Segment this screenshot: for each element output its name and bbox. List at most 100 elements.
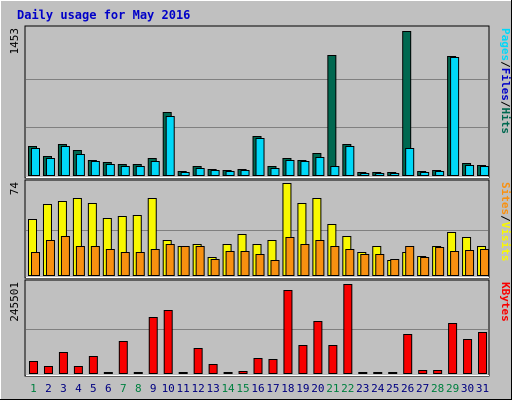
kbytes-bar — [238, 371, 248, 374]
sites-bar — [390, 259, 400, 276]
kbytes-bar — [178, 372, 188, 374]
sites-bar — [195, 246, 205, 276]
day-label-3: 3 — [60, 382, 67, 395]
kbytes-bar — [268, 359, 278, 374]
files-bar — [255, 138, 265, 176]
sites-bar — [255, 254, 265, 276]
kbytes-bar — [193, 348, 203, 374]
day-label-10: 10 — [162, 382, 175, 395]
legend-sites: Sites — [499, 182, 512, 215]
sites-bar — [405, 246, 415, 276]
files-bar — [240, 170, 250, 176]
day-label-2: 2 — [45, 382, 52, 395]
day-label-19: 19 — [296, 382, 309, 395]
day-label-31: 31 — [476, 382, 489, 395]
hits-panel: 1453 Pages/Files/Hits — [8, 25, 512, 179]
kbytes-bar — [253, 358, 263, 374]
sites-bar — [90, 246, 100, 276]
day-label-5: 5 — [90, 382, 97, 395]
hits-legend: Pages/Files/Hits — [499, 28, 512, 134]
files-bar — [300, 161, 310, 176]
day-label-28: 28 — [431, 382, 444, 395]
legend-separator: / — [499, 101, 512, 108]
legend-hits: Hits — [499, 108, 512, 135]
files-bar — [315, 157, 325, 176]
day-label-30: 30 — [461, 382, 474, 395]
legend-visits: Visits — [499, 222, 512, 262]
day-label-12: 12 — [192, 382, 205, 395]
day-label-29: 29 — [446, 382, 459, 395]
sites-bar — [330, 246, 340, 276]
sites-bar — [150, 249, 160, 276]
files-bar — [330, 166, 340, 176]
sites-bar — [420, 257, 430, 276]
legend-pages: Pages — [499, 28, 512, 61]
files-bar — [180, 172, 190, 176]
files-bar — [435, 171, 445, 176]
files-bar — [450, 57, 460, 176]
day-label-16: 16 — [251, 382, 264, 395]
day-label-7: 7 — [120, 382, 127, 395]
kbytes-bar — [388, 372, 398, 374]
day-label-24: 24 — [371, 382, 385, 395]
day-label-20: 20 — [311, 382, 324, 395]
files-bar — [45, 158, 55, 176]
kbytes-bar — [478, 332, 488, 374]
sites-bar — [75, 246, 85, 276]
files-bar — [75, 154, 85, 176]
kbytes-bar — [343, 284, 353, 374]
sites-bar — [375, 254, 385, 276]
sites-bar — [435, 247, 445, 276]
sites-bar — [270, 260, 280, 276]
files-bar — [420, 172, 430, 176]
kbytes-bar — [133, 372, 143, 374]
kbytes-bar — [328, 345, 338, 374]
files-bar — [165, 116, 175, 176]
files-bar — [60, 146, 70, 176]
sites-bar — [45, 240, 55, 276]
day-axis-labels: 1 2 3 4 5 6 7 8 9 10 11 12 13 14 15 16 17 18 19 20 21 22 23 24 2… — [30, 382, 489, 395]
files-bar — [270, 168, 280, 176]
files-bar — [480, 166, 490, 176]
day-label-1: 1 — [30, 382, 37, 395]
kbytes-bar — [163, 310, 173, 374]
kbytes-bar — [208, 364, 218, 374]
sites-bar — [450, 251, 460, 276]
day-label-11: 11 — [177, 382, 190, 395]
kbytes-bar — [463, 339, 473, 374]
sites-bar — [135, 252, 145, 276]
files-bar — [135, 166, 145, 176]
files-bar — [225, 171, 235, 176]
kbytes-bar — [298, 345, 308, 374]
legend-separator: / — [499, 215, 512, 222]
day-label-9: 9 — [150, 382, 157, 395]
sites-bar — [180, 246, 190, 276]
kbytes-bar — [43, 366, 53, 374]
sites-bar — [225, 251, 235, 276]
sites-bar — [105, 249, 115, 276]
kbytes-bar — [433, 370, 443, 374]
sites-bar — [345, 249, 355, 276]
files-bar — [390, 173, 400, 176]
kbytes-max-label: 245501 — [8, 282, 21, 322]
day-label-14: 14 — [221, 382, 235, 395]
files-bar — [375, 173, 385, 176]
visits-panel: 74 Sites/Visits — [8, 179, 512, 279]
hits-max-label: 1453 — [8, 28, 21, 55]
files-bar — [345, 146, 355, 176]
day-label-6: 6 — [105, 382, 112, 395]
day-label-21: 21 — [326, 382, 339, 395]
files-bar — [120, 166, 130, 176]
files-bar — [150, 161, 160, 176]
day-label-26: 26 — [401, 382, 414, 395]
day-label-4: 4 — [75, 382, 82, 395]
kbytes-bar — [373, 372, 383, 374]
kbytes-bar — [358, 372, 368, 374]
sites-bar — [210, 259, 220, 276]
kbytes-bar — [58, 352, 68, 374]
files-bar — [90, 161, 100, 176]
day-label-8: 8 — [135, 382, 142, 395]
sites-bar — [120, 252, 130, 276]
